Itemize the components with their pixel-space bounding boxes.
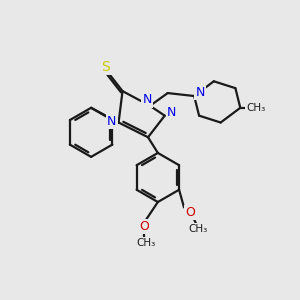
Text: CH₃: CH₃ [136,238,156,248]
Text: N: N [195,85,205,99]
Text: O: O [139,220,149,233]
Text: N: N [107,115,116,128]
Text: CH₃: CH₃ [246,103,266,113]
Text: S: S [101,60,110,74]
Text: O: O [185,206,195,219]
Text: CH₃: CH₃ [188,224,207,234]
Text: N: N [167,106,176,119]
Text: N: N [142,93,152,106]
